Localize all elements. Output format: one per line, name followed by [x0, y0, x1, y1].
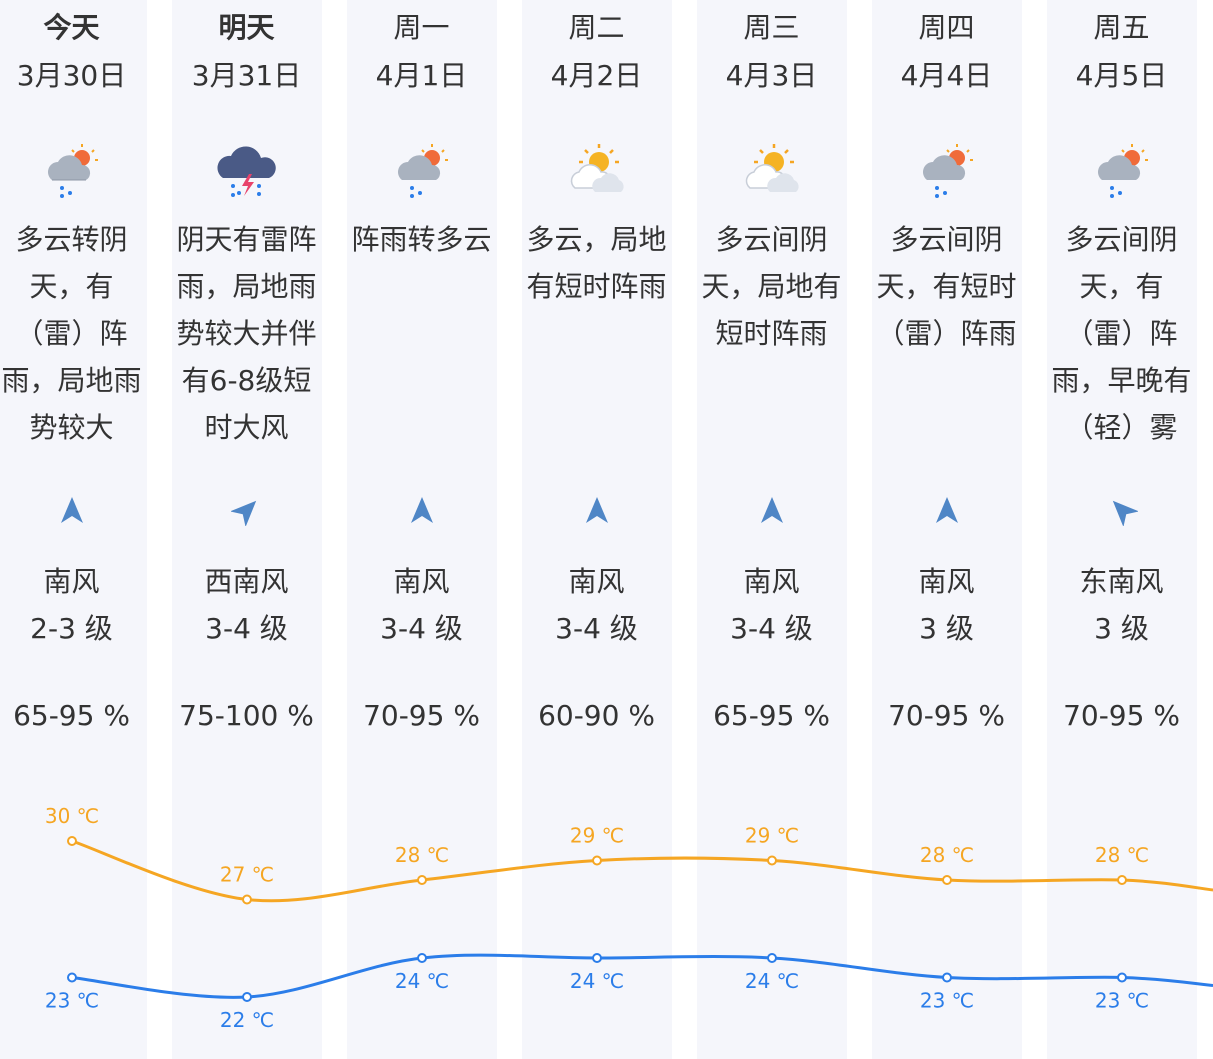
- high-temperature-point[interactable]: [242, 894, 252, 905]
- wind-direction: 东南风: [1079, 565, 1164, 598]
- humidity: 75-100 %: [179, 699, 314, 732]
- day-date: 3月30日: [16, 59, 127, 92]
- low-temperature-label: 23 ℃: [920, 989, 974, 1013]
- high-temperature-label: 28 ℃: [920, 843, 974, 867]
- low-temperature-label: 23 ℃: [1095, 989, 1149, 1013]
- low-temperature-point[interactable]: [67, 972, 77, 983]
- weather-description: 多云间阴天，局地有短时阵雨: [701, 223, 842, 350]
- low-temperature-point[interactable]: [592, 953, 602, 963]
- low-temperature-label: 24 ℃: [745, 969, 799, 993]
- wind-level: 3-4 级: [380, 612, 463, 645]
- cloudy-sun-rain-icon: [397, 144, 448, 198]
- weather-description: 多云，局地有短时阵雨: [526, 223, 667, 303]
- high-temperature-point[interactable]: [1117, 875, 1127, 885]
- wind-direction: 南风: [743, 565, 800, 598]
- cloudy-sun-rain-icon: [1097, 144, 1148, 198]
- day-date: 4月1日: [375, 59, 468, 92]
- humidity: 60-90 %: [538, 699, 655, 732]
- day-name: 周二: [568, 11, 625, 44]
- forecast-day[interactable]: 周一 4月1日 阵雨转多云 南风 3-4 级 70-95 %: [334, 0, 509, 1059]
- day-date: 4月2日: [550, 59, 643, 92]
- low-temperature-point[interactable]: [242, 992, 252, 1002]
- forecast-day[interactable]: 周三 4月3日 多云间阴天，局地有短时阵雨 南风 3-4 级 65-95 %: [684, 0, 859, 1059]
- weather-description: 多云间阴天，有短时（雷）阵雨: [876, 223, 1017, 350]
- wind-direction: 南风: [393, 565, 450, 598]
- high-temperature-label: 29 ℃: [570, 824, 624, 848]
- humidity: 70-95 %: [363, 699, 480, 732]
- low-temperature-label: 22 ℃: [220, 1008, 274, 1032]
- wind-direction-arrow-icon: [935, 497, 958, 523]
- low-temperature-point[interactable]: [767, 953, 777, 963]
- day-date: 3月31日: [191, 59, 302, 92]
- low-temperature-point[interactable]: [1117, 972, 1127, 983]
- low-temperature-point[interactable]: [942, 972, 952, 983]
- high-temperature-point[interactable]: [592, 855, 602, 866]
- wind-direction-arrow-icon: [585, 497, 608, 523]
- weather-description: 多云转阴天，有（雷）阵雨，局地雨势较大: [1, 223, 142, 444]
- wind-direction: 南风: [43, 565, 100, 598]
- wind-level: 3 级: [919, 612, 974, 645]
- day-name: 周五: [1093, 11, 1150, 44]
- day-name: 明天: [218, 11, 275, 44]
- high-temperature-point[interactable]: [417, 875, 427, 885]
- high-temperature-label: 29 ℃: [745, 824, 799, 848]
- high-temperature-label: 30 ℃: [45, 804, 99, 828]
- humidity: 65-95 %: [13, 699, 130, 732]
- temperature-chart: 30 ℃ 27 ℃ 28 ℃ 29 ℃ 29 ℃ 28 ℃ 28 ℃ 23 ℃ 22 ℃ 24 ℃…: [45, 804, 1213, 1032]
- weather-description: 多云间阴天，有（雷）阵雨，早晚有（轻）雾: [1051, 223, 1192, 444]
- cloudy-sun-rain-icon: [922, 144, 973, 198]
- high-temperature-line: [71, 839, 1213, 903]
- day-date: 4月3日: [725, 59, 818, 92]
- day-name: 今天: [43, 11, 100, 44]
- forecast-day[interactable]: 周二 4月2日 多云，局地有短时阵雨 南风 3-4 级 60-90 %: [509, 0, 684, 1059]
- day-date: 4月4日: [900, 59, 993, 92]
- high-temperature-point[interactable]: [942, 875, 952, 885]
- wind-level: 2-3 级: [30, 612, 113, 645]
- high-temperature-point[interactable]: [767, 855, 777, 866]
- wind-direction-arrow-icon: [410, 497, 433, 523]
- day-name: 周四: [918, 11, 975, 44]
- wind-direction-arrow-icon: [60, 497, 83, 523]
- wind-level: 3-4 级: [555, 612, 638, 645]
- day-date: 4月5日: [1075, 59, 1168, 92]
- forecast-day[interactable]: 周四 4月4日 多云间阴天，有短时（雷）阵雨 南风 3 级 70-95 %: [859, 0, 1034, 1059]
- high-temperature-label: 28 ℃: [395, 843, 449, 867]
- humidity: 70-95 %: [888, 699, 1005, 732]
- cloudy-sun-rain-icon: [47, 144, 98, 198]
- partly-cloudy-icon: [745, 144, 799, 192]
- thunderstorm-icon: [216, 146, 276, 197]
- wind-level: 3-4 级: [730, 612, 813, 645]
- weather-description: 阵雨转多云: [351, 223, 492, 256]
- high-temperature-point[interactable]: [67, 836, 77, 846]
- high-temperature-label: 27 ℃: [220, 863, 274, 887]
- wind-level: 3 级: [1094, 612, 1149, 645]
- humidity: 65-95 %: [713, 699, 830, 732]
- partly-cloudy-icon: [570, 144, 624, 192]
- humidity: 70-95 %: [1063, 699, 1180, 732]
- forecast-day[interactable]: 今天 3月30日 多云转阴天，有（雷）阵雨，局地雨势较大 南风 2-3 级 65…: [0, 0, 159, 1059]
- wind-direction-arrow-icon: [230, 500, 256, 526]
- low-temperature-label: 23 ℃: [45, 989, 99, 1013]
- day-name: 周三: [743, 11, 800, 44]
- low-temperature-line: [71, 953, 1213, 999]
- weather-description: 阴天有雷阵雨，局地雨势较大并伴有6-8级短时大风: [176, 223, 317, 444]
- wind-direction-arrow-icon: [760, 497, 783, 523]
- high-temperature-label: 28 ℃: [1095, 843, 1149, 867]
- wind-direction: 南风: [918, 565, 975, 598]
- forecast-day[interactable]: 周五 4月5日 多云间阴天，有（雷）阵雨，早晚有（轻）雾 东南风 3 级 70-…: [1034, 0, 1209, 1059]
- low-temperature-label: 24 ℃: [395, 969, 449, 993]
- wind-level: 3-4 级: [205, 612, 288, 645]
- wind-direction: 南风: [568, 565, 625, 598]
- day-name: 周一: [393, 11, 450, 44]
- forecast-day[interactable]: 明天 3月31日 阴天有雷阵雨，局地雨势较大并伴有6-8级短时大风 西南风 3-…: [159, 0, 334, 1059]
- wind-direction-arrow-icon: [1112, 500, 1138, 526]
- low-temperature-point[interactable]: [417, 953, 427, 963]
- low-temperature-label: 24 ℃: [570, 969, 624, 993]
- wind-direction: 西南风: [204, 565, 289, 598]
